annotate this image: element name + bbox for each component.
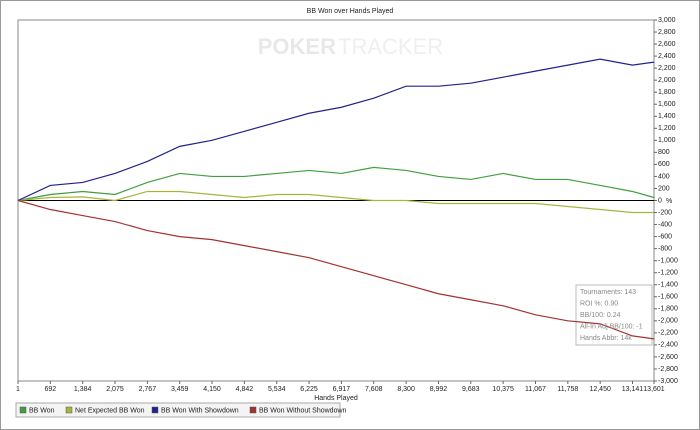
y-tick-label: 2,800 [658,29,676,36]
x-tick-label: 11,067 [525,386,546,393]
y-tick-label: 1,000 [658,137,676,144]
legend-label: Net Expected BB Won [75,407,145,414]
legend-label: BB Won Without Showdown [259,407,347,414]
y-tick-label: -2,000 [658,318,678,325]
x-tick-label: 12,450 [589,386,611,393]
legend-swatch [65,406,73,414]
series-line [17,166,655,202]
series-line [17,199,655,340]
y-axis-label: % [666,198,672,205]
x-tick-label: 1 [16,386,20,393]
y-tick-label: -2,200 [658,330,678,337]
y-tick-label: 1,800 [658,89,676,96]
legend [15,402,341,418]
y-tick-label: 1,200 [658,125,676,132]
y-tick-label: -3,000 [658,378,678,385]
x-tick-label: 8,992 [430,386,448,393]
x-tick-label: 7,608 [365,386,383,393]
y-tick-label: 1,600 [658,101,676,108]
watermark: TRACKER [338,34,443,59]
x-tick-label: 13,141 [622,386,644,393]
y-tick-label: -400 [658,221,672,228]
x-tick-label: 4,150 [203,386,221,393]
x-tick-label: 13,601 [643,386,665,393]
y-tick-label: -1,000 [658,258,678,265]
x-tick-label: 5,534 [268,386,286,393]
y-tick-label: -200 [658,209,672,216]
y-tick-label: 2,200 [658,65,676,72]
x-tick-label: 2,767 [139,386,157,393]
stats-line: ROI %: 0.90 [580,300,618,307]
y-tick-label: -1,400 [658,282,678,289]
y-tick-label: -2,600 [658,354,678,361]
x-tick-label: 2,075 [106,386,124,393]
y-tick-label: 800 [658,149,670,156]
y-tick-label: 3,000 [658,17,676,24]
stats-box [575,284,653,346]
x-tick-label: 692 [44,386,56,393]
watermark: POKER [258,34,336,59]
y-tick-label: -1,200 [658,270,678,277]
series-line [17,190,654,214]
y-tick-label: -800 [658,245,672,252]
x-tick-label: 6,225 [300,386,318,393]
legend-swatch [151,406,159,414]
chart-title: BB Won over Hands Played [307,8,394,15]
y-tick-label: 600 [658,161,670,168]
y-tick-label: -1,600 [658,294,678,301]
x-tick-label: 4,842 [236,386,254,393]
x-tick-label: 9,683 [462,386,480,393]
y-tick-label: 2,400 [658,53,676,60]
y-tick-label: -2,800 [658,366,678,373]
y-tick-label: 400 [658,173,670,180]
x-tick-label: 6,917 [333,386,351,393]
stats-line: Hands Abbr: 14k [580,335,632,342]
legend-swatch [249,406,257,414]
y-tick-label: 2,600 [658,41,676,48]
x-axis-label: Hands Played [314,395,358,402]
y-tick-label: -600 [658,233,672,240]
y-tick-label: 2,000 [658,77,676,84]
x-tick-label: 3,459 [171,386,189,393]
series-line [17,58,655,202]
y-tick-label: 1,400 [658,113,676,120]
y-tick-label: -1,800 [658,306,678,313]
x-tick-label: 11,758 [557,386,578,393]
y-tick-label: -2,400 [658,342,678,349]
x-tick-label: 10,375 [492,386,514,393]
x-tick-label: 8,300 [397,386,415,393]
legend-swatch [19,406,27,414]
stats-line: BB/100: 0.24 [580,312,621,319]
legend-label: BB Won With Showdown [161,407,239,414]
y-tick-label: 0 [658,197,662,204]
stats-line: All-In Adj BB/100: -1 [580,323,643,330]
x-tick-label: 1,384 [74,386,92,393]
legend-label: BB Won [29,407,55,414]
stats-line: Tournaments: 143 [580,289,636,296]
y-tick-label: 200 [658,185,670,192]
